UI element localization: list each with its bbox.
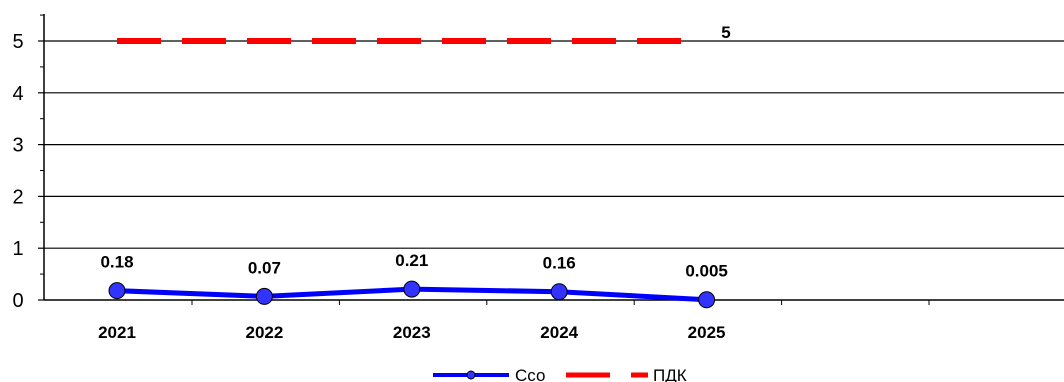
cco-data-label-2021: 0.18 [100,253,133,272]
pdk-end-label: 5 [721,23,730,42]
x-tick-label-2024: 2024 [540,323,578,342]
axes [43,14,1064,301]
cco-data-label-2025: 0.005 [685,262,728,281]
data-labels: 0.18 0.07 0.21 0.16 0.005 [100,251,727,281]
cco-point-2022 [255,287,273,305]
y-tick-labels: 0 1 2 3 4 5 [12,14,44,312]
legend-item-pdk: ПДК [566,366,687,382]
cco-data-label-2022: 0.07 [248,258,281,277]
series-pdk: 5 [117,23,731,44]
cco-point-2021 [108,282,126,300]
y-tick-label-0: 0 [12,290,23,312]
legend: Ссо ПДК [433,366,687,382]
legend-label-cco: Ссо [515,366,545,382]
x-tick-label-2023: 2023 [393,323,431,342]
y-tick-label-1: 1 [12,238,23,260]
cco-data-label-2024: 0.16 [543,254,576,273]
cco-point-2024 [550,283,568,301]
x-tick-label-2025: 2025 [688,323,726,342]
cco-data-label-2023: 0.21 [395,251,428,270]
y-tick-label-5: 5 [12,31,23,53]
cco-point-2025 [698,291,716,309]
y-tick-label-2: 2 [12,186,23,208]
x-tick-label-2022: 2022 [245,323,283,342]
y-tick-label-3: 3 [12,135,23,157]
legend-marker-cco [466,370,476,380]
y-tick-label-4: 4 [12,83,23,105]
cco-point-2023 [403,280,421,298]
legend-label-pdk: ПДК [653,366,687,382]
legend-item-cco: Ссо [433,366,545,382]
gridlines [44,40,1064,249]
series-cco [108,280,716,309]
x-tick-label-2021: 2021 [98,323,136,342]
x-tick-labels: 2021 2022 2023 2024 2025 [98,300,930,342]
